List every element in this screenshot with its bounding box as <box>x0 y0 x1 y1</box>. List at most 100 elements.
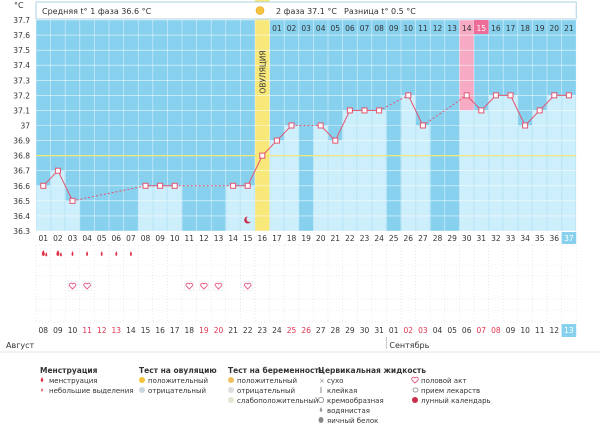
temp-column <box>138 185 153 231</box>
temperature-point <box>565 92 572 99</box>
legend-item: небольшие выделения <box>49 387 134 395</box>
cycle-day-label: 04 <box>82 234 92 243</box>
heart-icon <box>214 282 223 290</box>
phase2-day-label: 20 <box>550 24 560 33</box>
temperature-point <box>405 92 412 99</box>
date-label: 10 <box>68 326 78 335</box>
legend-item: кремообразная <box>327 397 384 405</box>
cycle-day-label: 05 <box>97 234 107 243</box>
cycle-day-label: 34 <box>520 234 530 243</box>
temp-column <box>167 185 182 231</box>
temperature-point <box>288 122 295 129</box>
temp-column <box>562 95 576 231</box>
y-tick-label: 37.5 <box>13 46 30 55</box>
phase2-day-label: 16 <box>491 24 501 33</box>
heart-icon <box>83 282 91 290</box>
date-label: 13 <box>112 326 122 335</box>
temp-column <box>401 95 416 231</box>
phase2-day-label: 15 <box>477 24 487 33</box>
legend-item: отрицательный <box>237 387 295 395</box>
legend-item: менструация <box>49 377 98 385</box>
heart-cell <box>242 281 253 291</box>
y-unit-label: °C <box>14 1 24 10</box>
temperature-point <box>551 92 558 99</box>
spotting-icon <box>100 251 103 256</box>
temperature-point <box>317 122 324 129</box>
legend-title: Менструация <box>40 366 98 375</box>
temperature-point <box>522 122 529 129</box>
temp-column <box>489 95 503 231</box>
y-tick-label: 36.9 <box>13 137 30 146</box>
spotting-icon <box>129 251 132 256</box>
cycle-day-label: 22 <box>345 234 355 243</box>
temperature-point <box>478 107 485 114</box>
legend-title: Цервикальная жидкость <box>318 366 426 375</box>
temperature-line <box>247 155 263 187</box>
cycle-day-label: 21 <box>331 234 341 243</box>
phase2-day-label: 04 <box>316 24 326 33</box>
date-label: 09 <box>506 326 516 335</box>
phase2-day-label: 21 <box>564 24 574 33</box>
ovulation-label: ОВУЛЯЦИЯ <box>258 50 267 93</box>
pill-icon <box>412 387 419 393</box>
cycle-day-label: 01 <box>39 234 49 243</box>
cycle-day-label: 18 <box>287 234 297 243</box>
heart-cell <box>82 281 92 291</box>
pregnancy-weak-icon <box>228 397 234 403</box>
date-label: 14 <box>126 326 136 335</box>
cycle-day-label: 30 <box>462 234 472 243</box>
legend-item: положительный <box>237 377 297 385</box>
heart-legend-icon <box>411 376 419 384</box>
phase2-day-label: 02 <box>287 24 297 33</box>
date-label: 24 <box>272 326 282 335</box>
date-label: 09 <box>53 326 63 335</box>
phase1-average: Средняя t° 1 фаза 36.6 °C <box>42 7 152 16</box>
date-label: 04 <box>433 326 443 335</box>
phase2-day-label: 11 <box>418 24 428 33</box>
menstruation-icon <box>45 252 48 257</box>
phase2-day-label: 12 <box>433 24 443 33</box>
y-tick-label: 36.8 <box>13 152 30 161</box>
egg-white-icon <box>318 417 324 423</box>
legend-item: прием лекарств <box>421 387 480 395</box>
watery-icon <box>319 407 323 412</box>
temp-column <box>36 185 51 231</box>
phase2-day-label: 07 <box>360 24 370 33</box>
temperature-point <box>376 107 383 114</box>
date-label: 29 <box>345 326 355 335</box>
temp-column <box>416 125 430 231</box>
pregnancy-negative-icon <box>228 387 234 393</box>
temp-column <box>459 95 474 231</box>
phase2-day-label: 19 <box>535 24 545 33</box>
temperature-point <box>507 92 514 99</box>
temperature-line <box>57 170 73 202</box>
y-tick-label: 36.5 <box>13 197 30 206</box>
temperature-point <box>54 167 61 174</box>
temperature-point <box>346 107 353 114</box>
heart-icon <box>200 282 208 290</box>
temperature-point <box>69 197 76 204</box>
spotting-legend-icon <box>41 388 43 392</box>
date-label: 08 <box>491 326 501 335</box>
phase2-day-label: 18 <box>520 24 530 33</box>
y-tick-label: 36.3 <box>13 227 30 236</box>
menstruation-icon <box>41 250 45 256</box>
date-label: 06 <box>462 326 472 335</box>
y-tick-label: 37 <box>20 122 30 131</box>
phase2-day-label: 01 <box>272 24 282 33</box>
date-label: 18 <box>185 326 195 335</box>
creamy-icon <box>317 396 324 403</box>
cycle-day-label: 35 <box>535 234 545 243</box>
today-date-cell <box>561 324 577 337</box>
cycle-day-label: 02 <box>53 234 63 243</box>
cycle-day-label: 23 <box>360 234 370 243</box>
legend-item: яичный белок <box>327 417 378 425</box>
y-tick-label: 37.1 <box>13 106 30 115</box>
cycle-day-label: 10 <box>170 234 180 243</box>
phase2-day-label: 13 <box>447 24 457 33</box>
cycle-day-label: 28 <box>433 234 443 243</box>
heart-cell <box>199 281 209 291</box>
heart-icon <box>68 282 77 290</box>
heart-cell <box>67 281 78 291</box>
temperature-point <box>463 92 470 99</box>
